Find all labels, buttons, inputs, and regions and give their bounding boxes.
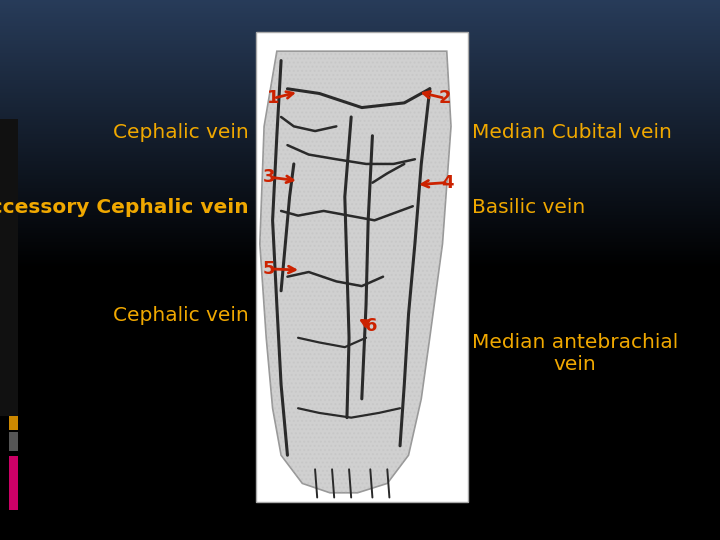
Bar: [0, 119, 18, 416]
Text: 1: 1: [267, 89, 280, 107]
Bar: [256, 32, 468, 502]
Text: Cephalic vein: Cephalic vein: [112, 123, 248, 142]
Text: Basilic vein: Basilic vein: [472, 198, 585, 218]
Text: Median Cubital vein: Median Cubital vein: [472, 123, 672, 142]
Text: Accessory Cephalic vein: Accessory Cephalic vein: [0, 198, 248, 218]
Text: Median antebrachial
vein: Median antebrachial vein: [472, 333, 678, 374]
Text: Cephalic vein: Cephalic vein: [112, 306, 248, 326]
Bar: [9, 456, 18, 510]
Text: 3: 3: [263, 168, 276, 186]
Text: 2: 2: [438, 89, 451, 107]
Text: 5: 5: [263, 260, 276, 278]
Text: 4: 4: [441, 173, 454, 192]
Polygon shape: [260, 51, 451, 493]
Bar: [9, 411, 18, 430]
Bar: [9, 432, 18, 451]
Text: 6: 6: [364, 316, 377, 335]
